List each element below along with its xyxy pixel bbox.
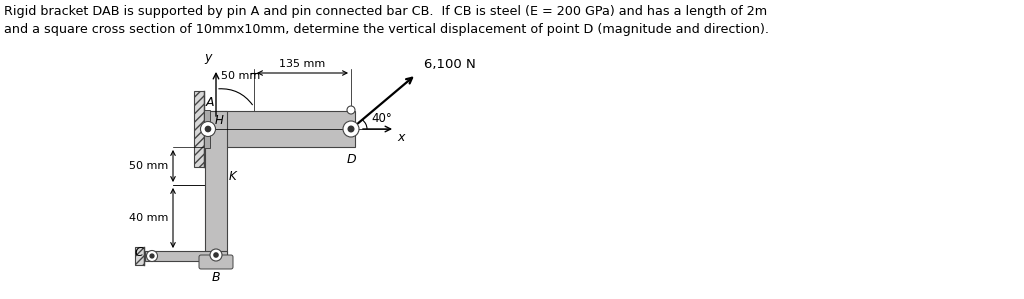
FancyBboxPatch shape (199, 255, 233, 269)
Circle shape (201, 121, 215, 137)
Circle shape (210, 249, 222, 261)
Circle shape (214, 253, 218, 257)
Text: B: B (212, 271, 220, 284)
Text: H: H (215, 114, 224, 127)
Text: and a square cross section of 10mmx10mm, determine the vertical displacement of : and a square cross section of 10mmx10mm,… (4, 23, 769, 36)
Bar (135, 247, 144, 265)
Text: 50 mm: 50 mm (129, 161, 168, 171)
Circle shape (348, 126, 354, 132)
Text: 50 mm: 50 mm (221, 71, 260, 81)
Text: D: D (346, 153, 355, 166)
Circle shape (146, 251, 158, 262)
Text: x: x (397, 131, 404, 144)
Circle shape (343, 121, 359, 137)
Text: 40 mm: 40 mm (129, 213, 168, 223)
Text: Rigid bracket DAB is supported by pin A and pin connected bar CB.  If CB is stee: Rigid bracket DAB is supported by pin A … (4, 5, 767, 18)
Text: 40°: 40° (371, 112, 392, 125)
Circle shape (206, 126, 211, 132)
Bar (205, 111, 355, 147)
Circle shape (347, 106, 355, 114)
Bar (145, 251, 227, 261)
Text: C: C (134, 245, 143, 259)
Text: A: A (206, 96, 214, 109)
Text: y: y (205, 51, 212, 64)
Bar (205, 111, 227, 261)
Bar (204, 110, 210, 148)
Bar (194, 91, 204, 167)
Text: 6,100 N: 6,100 N (424, 58, 476, 71)
Text: K: K (229, 170, 237, 183)
Text: 135 mm: 135 mm (280, 59, 326, 69)
Circle shape (151, 254, 154, 258)
